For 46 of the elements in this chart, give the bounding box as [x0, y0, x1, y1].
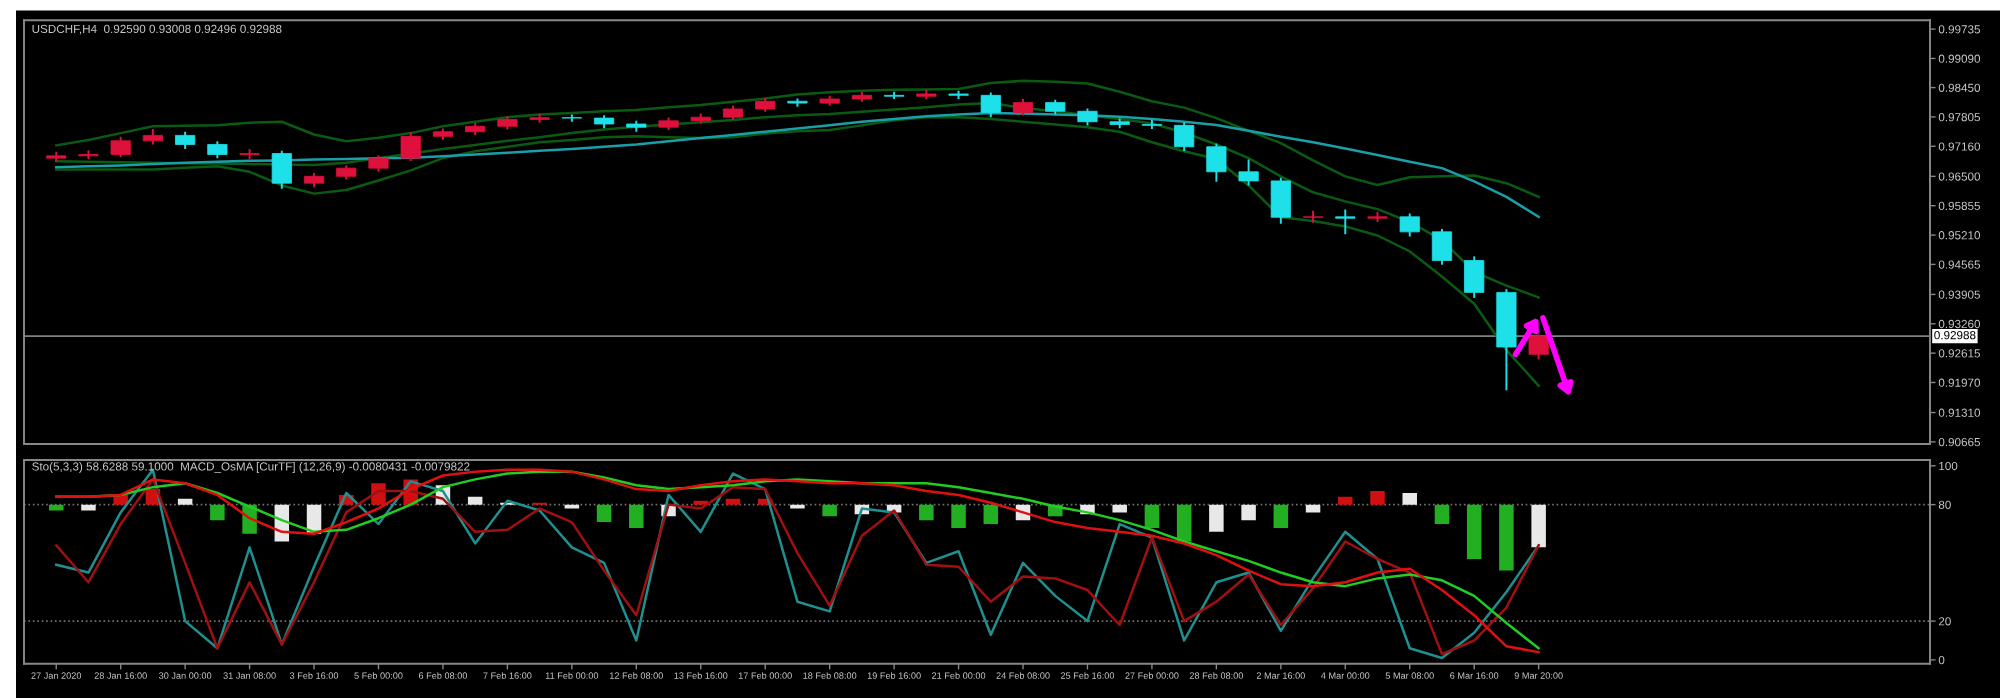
bar: [1338, 496, 1353, 505]
candlestick: [1399, 213, 1420, 237]
bar: [1370, 491, 1385, 505]
candlestick: [529, 113, 550, 123]
bar: [177, 498, 193, 505]
candlestick: [1431, 229, 1453, 265]
bar: [1434, 504, 1450, 525]
candlestick: [787, 98, 808, 107]
candlestick: [78, 150, 99, 160]
candlestick: [110, 136, 131, 158]
bar: [951, 504, 966, 528]
candlestick: [1528, 334, 1549, 360]
candlestick: [1335, 209, 1356, 235]
bar: [467, 496, 483, 505]
bar: [919, 504, 934, 521]
candlestick: [271, 150, 292, 189]
line-series: [54, 79, 1540, 199]
bar: [725, 498, 741, 505]
bar: [1112, 504, 1127, 513]
candlestick: [239, 148, 260, 160]
candlestick: [1302, 210, 1324, 223]
candlestick: [561, 114, 582, 122]
bar: [1209, 504, 1224, 532]
bar: [983, 504, 999, 525]
bar: [1402, 492, 1417, 505]
candlestick: [884, 91, 905, 100]
line-series: [54, 111, 1540, 219]
bar: [1499, 504, 1514, 571]
candlestick: [1464, 256, 1485, 298]
bar: [1144, 504, 1160, 528]
bar: [1466, 504, 1482, 559]
candlestick: [1238, 159, 1259, 186]
candlestick: [1141, 119, 1163, 130]
bar: [822, 504, 837, 517]
candlestick: [980, 92, 1001, 118]
bar: [629, 504, 644, 528]
bar: [1176, 504, 1192, 542]
bar: [1273, 504, 1289, 528]
bar: [596, 504, 612, 523]
bar: [210, 504, 225, 521]
candlestick: [400, 132, 421, 161]
bar: [1531, 504, 1546, 548]
candlestick: [1206, 143, 1227, 182]
candlestick: [1174, 122, 1195, 151]
candlestick: [1270, 177, 1291, 224]
bar: [1241, 504, 1256, 521]
